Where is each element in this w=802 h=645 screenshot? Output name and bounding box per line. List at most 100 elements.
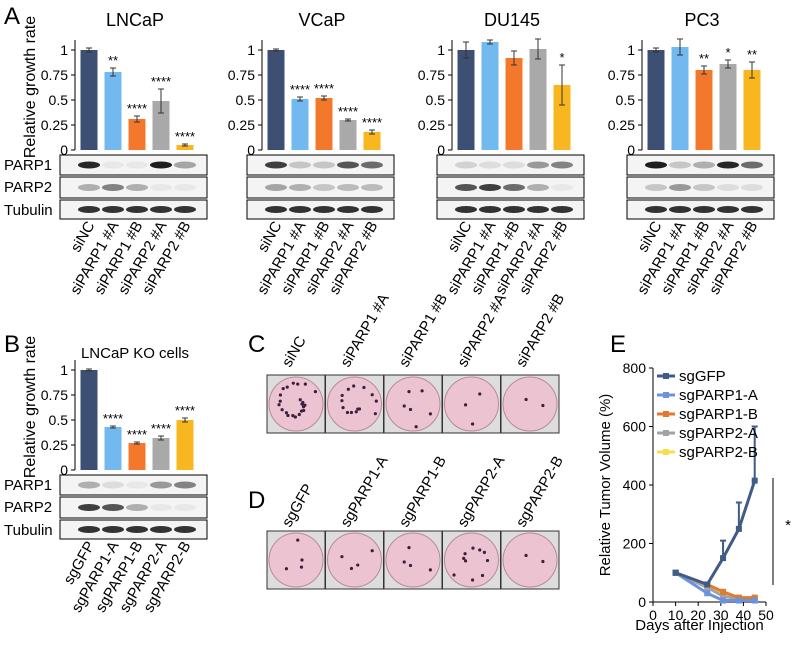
blot-band [669,184,691,191]
bar [457,50,475,150]
blot-band [313,184,335,191]
marker [735,597,742,604]
blot-band [313,206,335,213]
y-tick-label: 1 [60,42,68,58]
y-tick-label: 400 [623,477,647,493]
error-bar [321,95,327,101]
blot-band [479,206,501,213]
blot-band [126,504,148,511]
colony [482,550,487,554]
blot-band [313,161,335,169]
y-tick-label: 0 [638,594,646,610]
blot-band [102,206,124,213]
bar [291,99,309,150]
dish-label: siPARP1 #A [337,291,392,370]
colony [428,412,432,416]
blot-band [741,206,763,213]
blot-label: PARP2 [4,499,52,516]
dish [502,376,558,432]
error-bar [749,61,755,79]
colony [485,558,490,563]
legend-label: sgGFP [679,368,726,385]
colony [296,382,300,386]
significance: ** [108,53,118,68]
legend-label: sgPARP1-A [679,387,758,404]
blot-band [361,206,383,213]
colony [354,410,358,414]
dish [385,376,441,432]
blot-label: Tubulin [4,202,53,219]
dish-label: sgPARP1-B [396,453,450,530]
blot-band [527,184,549,191]
colony [408,407,413,412]
error-bar [487,39,493,45]
blot-band [126,526,148,533]
colony [298,398,302,402]
colony [300,558,304,562]
bar [176,420,194,470]
bar [80,370,98,470]
colony [284,567,289,571]
blot-band [741,161,763,169]
blot-band [503,161,525,169]
significance: **** [175,129,195,144]
y-tick-label: 0.5 [426,92,446,108]
error-bar [653,47,659,53]
y-axis-label: Relative growth rate [22,336,39,478]
colony [370,549,374,553]
colony [278,399,282,403]
colony [296,538,300,542]
colony [407,546,411,550]
dish [502,532,558,588]
blot-band [669,206,691,213]
colony [414,425,418,429]
chart-title: PC3 [684,10,719,30]
blot-band [289,206,311,213]
y-tick-label: 0 [60,462,68,478]
x-tick-label: 0 [649,607,657,623]
colony [281,387,285,391]
chart-title: LNCaP [106,10,164,30]
colony [541,559,545,564]
y-tick-label: 0.75 [608,67,635,83]
blot-band [503,184,525,191]
colony [470,578,475,582]
dish-label: sgGFP [279,481,317,530]
blot-band [265,161,287,169]
colony [478,548,482,552]
colony [303,403,307,407]
blot-band [174,481,196,489]
colony [291,413,295,418]
colony [357,407,362,411]
y-tick-label: 0.25 [41,437,68,453]
bar [104,427,122,470]
error-bar [110,425,116,429]
blot-band [455,206,477,213]
colony [277,403,281,407]
y-tick-label: 0.75 [41,387,68,403]
blot-band [693,206,715,213]
blot-label: PARP1 [4,157,52,174]
blot-band [669,161,691,169]
panel-label: A [4,3,20,30]
blot-strip [626,176,775,199]
colony [285,385,289,389]
y-tick-label: 1 [627,42,635,58]
colony [349,566,354,571]
y-tick-label: 1 [247,42,255,58]
colony [313,390,318,394]
error-bar [158,435,164,441]
error-bar [182,143,188,147]
blot-band [717,161,739,169]
dish [444,376,499,432]
significance: **** [338,104,358,119]
blot-band [645,161,667,169]
dish-label: sgPARP1-A [337,453,391,530]
colony [297,412,301,417]
legend-marker [663,373,669,379]
y-tick-label: 0 [437,142,445,158]
blot-band [479,184,501,191]
legend-marker [663,392,669,398]
y-tick-label: 0 [627,142,635,158]
